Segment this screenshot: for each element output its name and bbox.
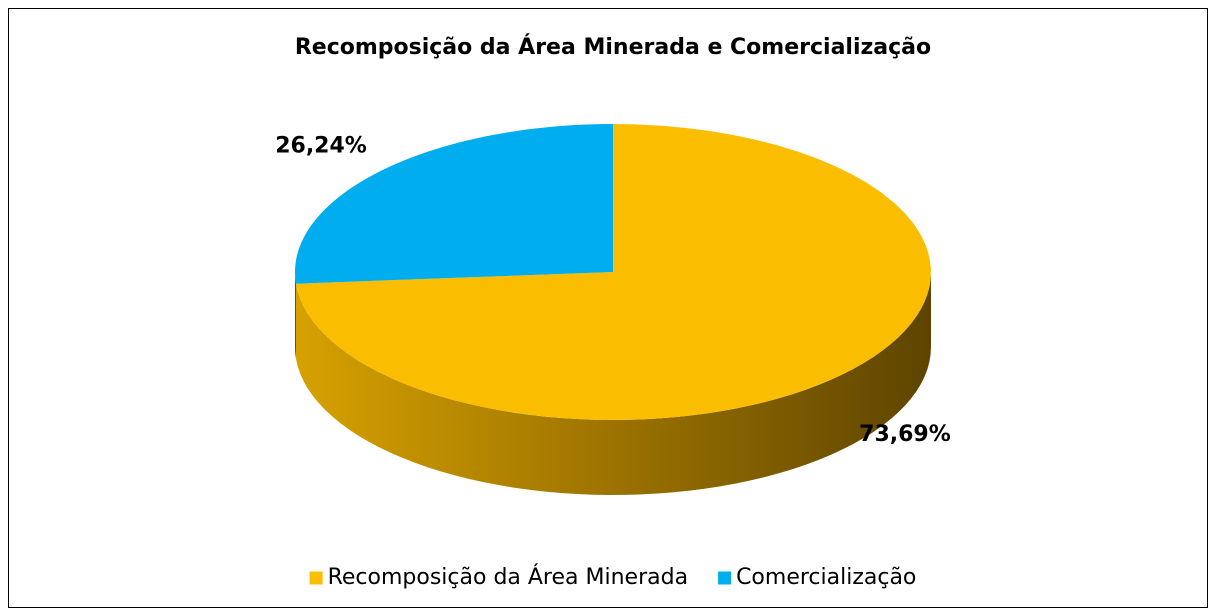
slice-side — [295, 272, 296, 359]
legend-label: Recomposição da Área Minerada — [328, 564, 688, 590]
slice — [295, 124, 931, 420]
slice — [295, 124, 613, 284]
legend-label: Comercialização — [736, 565, 916, 590]
slice-side — [295, 272, 931, 495]
data-label: 73,69% — [859, 422, 951, 447]
legend-swatch — [718, 571, 732, 585]
chart-title: Recomposição da Área Minerada e Comercia… — [295, 34, 931, 60]
legend-swatch — [309, 571, 323, 585]
data-label: 26,24% — [275, 133, 367, 158]
